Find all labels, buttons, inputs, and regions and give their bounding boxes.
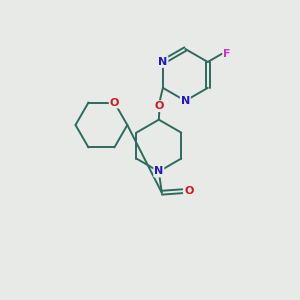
Text: O: O	[155, 101, 164, 111]
Text: O: O	[184, 186, 194, 196]
Text: N: N	[154, 167, 164, 176]
Text: F: F	[223, 49, 231, 59]
Text: N: N	[181, 96, 190, 106]
Text: N: N	[158, 57, 167, 67]
Text: O: O	[110, 98, 119, 107]
